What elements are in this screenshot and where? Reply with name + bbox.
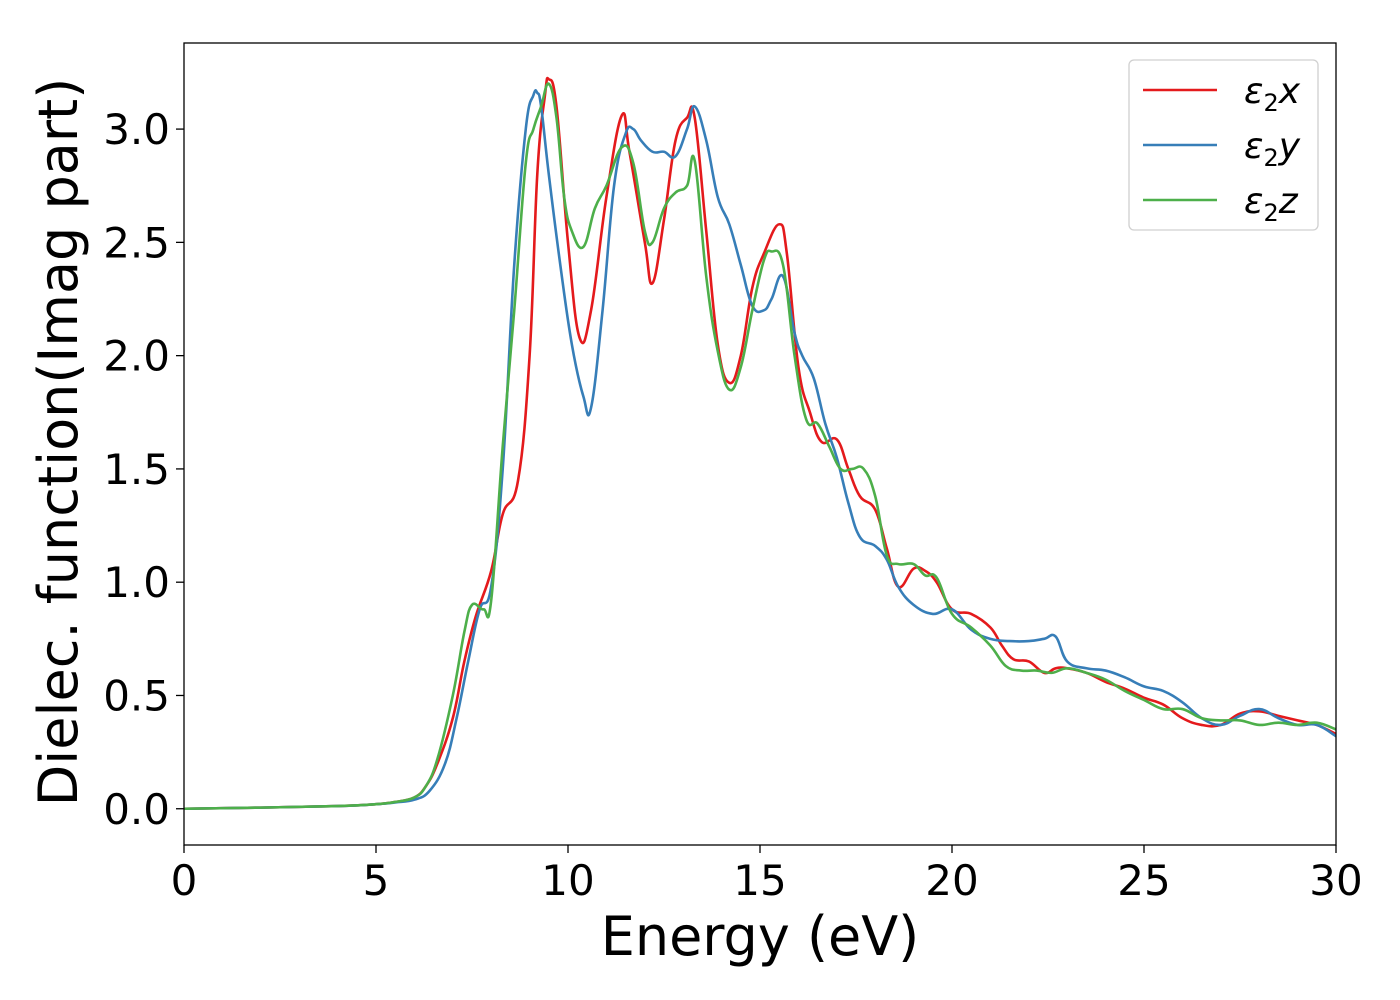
y-tick-label: 1.5 <box>103 445 170 494</box>
y-tick-label: 1.0 <box>103 558 170 607</box>
x-tick-label: 30 <box>1309 856 1362 905</box>
y-tick-label: 2.0 <box>103 332 170 381</box>
legend-label: ε2y <box>1244 126 1301 172</box>
legend-label: ε2x <box>1244 71 1301 117</box>
legend: ε2x ε2y ε2z <box>1128 59 1319 231</box>
x-tick-label: 10 <box>541 856 594 905</box>
y-tick-label: 2.5 <box>103 218 170 267</box>
series-line-y <box>184 89 1336 811</box>
x-tick-label: 0 <box>171 856 198 905</box>
legend-box <box>1128 59 1319 231</box>
y-tick-label: 3.0 <box>103 105 170 154</box>
legend-label: ε2z <box>1244 181 1299 227</box>
y-axis-label: Dielec. function(Imag part) <box>27 78 90 807</box>
series-line-z <box>184 82 1336 811</box>
legend-item-x: ε2x <box>1143 71 1301 117</box>
y-tick-label: 0.5 <box>103 671 170 720</box>
legend-item-z: ε2z <box>1143 181 1299 227</box>
plot-lines <box>184 76 1336 811</box>
x-tick-label: 25 <box>1117 856 1170 905</box>
legend-item-y: ε2y <box>1143 126 1301 172</box>
x-tick-label: 20 <box>925 856 978 905</box>
y-axis: 0.0 0.5 1.0 1.5 2.0 2.5 3.0 <box>103 105 184 834</box>
x-axis: 0 5 10 15 20 25 30 <box>171 845 1363 905</box>
x-tick-label: 5 <box>363 856 390 905</box>
y-tick-label: 0.0 <box>103 785 170 834</box>
x-axis-label: Energy (eV) <box>601 905 920 968</box>
x-tick-label: 15 <box>733 856 786 905</box>
